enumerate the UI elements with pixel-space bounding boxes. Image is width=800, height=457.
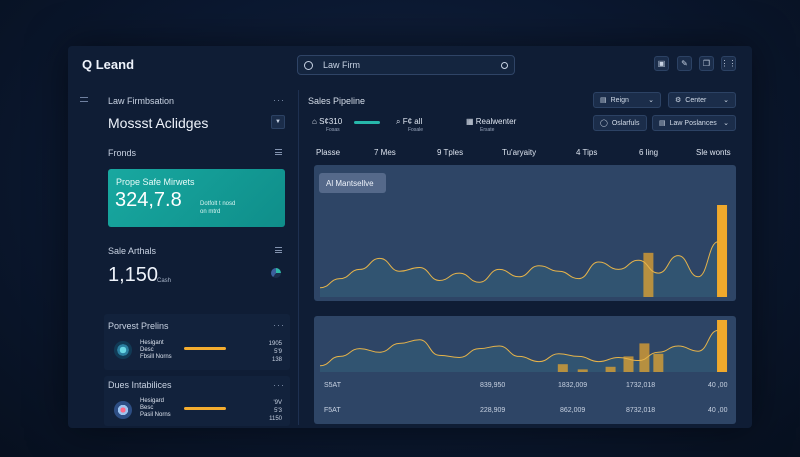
progress-bar <box>184 347 226 350</box>
liabilities-panel <box>104 376 290 426</box>
region-dropdown[interactable]: ▤ Reign ⌄ <box>593 92 661 108</box>
table-cell: 40 ,00 <box>708 382 728 389</box>
chart-bar <box>717 320 728 372</box>
fronds-label: Fronds <box>108 148 137 158</box>
menu-icon[interactable] <box>80 97 88 102</box>
avatar <box>114 341 132 359</box>
table-cell: 40 ,00 <box>708 407 728 414</box>
list-icon[interactable] <box>275 149 282 155</box>
chart-bar <box>643 252 654 297</box>
table-cell: 1832,009 <box>558 382 588 389</box>
column-header[interactable]: 7 Mes <box>374 148 396 157</box>
more-icon[interactable]: ··· <box>273 320 285 330</box>
filter-button[interactable]: ◯ Oslarfuls <box>593 115 647 131</box>
kpi-search[interactable]: ⌕ F¢ all <box>396 117 423 126</box>
chart-line <box>319 241 719 289</box>
gear-icon: ⚙ <box>675 97 682 104</box>
chart-bar <box>639 343 650 372</box>
chevron-down-icon: ⌄ <box>723 97 729 104</box>
panel-title: Porvest Prelins <box>108 321 169 331</box>
kpi-calendar[interactable]: ▦ Realwenter <box>466 117 517 126</box>
kpi-home[interactable]: ⌂ S¢310 <box>312 117 343 126</box>
panel-title: Dues Intabilices <box>108 380 172 390</box>
table-cell: S5AT <box>324 382 341 389</box>
more-icon[interactable]: ··· <box>273 380 285 390</box>
copy-icon[interactable]: ❐ <box>699 56 714 71</box>
kpi-card-value: 324,7.8 <box>115 189 182 211</box>
sale-unit: Cash <box>157 278 172 284</box>
chart-bar <box>557 364 568 372</box>
chart-bar <box>717 205 728 297</box>
column-header[interactable]: 4 Tips <box>576 148 598 157</box>
table-cell: 228,909 <box>480 407 506 414</box>
mic-icon[interactable] <box>501 61 508 69</box>
table-cell: 839,950 <box>480 382 506 389</box>
column-header[interactable]: Sle wonts <box>696 148 731 157</box>
list-item[interactable]: Hesigant Desc Fbsill Norns <box>140 340 172 360</box>
app-logo[interactable]: Q Leand <box>82 57 135 72</box>
column-header[interactable]: Tu'aryaity <box>502 148 537 157</box>
kpi-sub: Ersate <box>480 127 495 133</box>
table-cell: 1732,018 <box>626 382 656 389</box>
more-icon[interactable]: ··· <box>273 95 285 105</box>
settings-icon[interactable]: ⋮⋮ <box>721 56 737 71</box>
chart-badge[interactable]: Al Mantsellve <box>319 173 386 193</box>
sale-value: 1,150 <box>108 264 159 286</box>
column-header[interactable]: 9 Tples <box>437 148 464 157</box>
kpi-card[interactable]: Prope Safe Mirwets 324,7.8 Dotfolt t nos… <box>108 169 285 227</box>
row-values: '9V 5'3 1150 <box>269 400 282 422</box>
section-title: Sales Pipeline <box>308 96 366 106</box>
chart-bar <box>653 353 664 372</box>
sale-label: Sale Arthals <box>108 246 157 256</box>
pipeline-chart-top <box>319 205 728 297</box>
kpi-sub: Fosas <box>326 127 340 133</box>
chart-line <box>319 329 719 367</box>
save-icon[interactable]: ▣ <box>654 56 669 71</box>
pipeline-chart-bottom <box>319 320 728 372</box>
section-label: Law Firmbsation <box>108 96 175 106</box>
circle-icon: ◯ <box>600 120 608 127</box>
column-header[interactable]: Plasse <box>316 148 341 157</box>
kpi-progress <box>354 121 380 124</box>
search-icon <box>304 60 313 70</box>
chevron-down-icon: ⌄ <box>648 97 654 104</box>
kpi-sub: Fosale <box>408 127 424 133</box>
row-values: 1905 5'9 138 <box>268 341 282 363</box>
progress-bar <box>184 407 226 410</box>
page-title: Mossst Aclidges <box>108 115 209 131</box>
column-divider <box>298 90 299 425</box>
edit-icon[interactable]: ✎ <box>677 56 692 71</box>
list-icon[interactable] <box>275 247 282 253</box>
chart-bar <box>623 356 634 372</box>
search-bar[interactable]: Law Firm <box>297 55 515 75</box>
chart-area <box>320 241 719 297</box>
mini-pie-chart <box>271 268 281 278</box>
chart-area <box>320 330 719 372</box>
kpi-card-title: Prope Safe Mirwets <box>116 177 195 187</box>
chevron-down-icon: ⌄ <box>723 120 729 127</box>
chart-bar <box>577 369 588 372</box>
law-dropdown[interactable]: ▤ Law Poslances ⌄ <box>652 115 736 131</box>
column-header[interactable]: 6 ling <box>639 148 659 157</box>
filter-icon: ▤ <box>659 120 666 127</box>
list-item[interactable]: Hesigard Besc Pasil Norns <box>140 398 171 418</box>
kpi-card-note: Dotfolt t nosd on mtrd <box>200 201 236 215</box>
chevron-down-icon[interactable]: ▼ <box>271 115 285 129</box>
center-dropdown[interactable]: ⚙ Center ⌄ <box>668 92 736 108</box>
table-cell: 862,009 <box>560 407 586 414</box>
search-input[interactable]: Law Firm <box>323 60 361 70</box>
filter-icon: ▤ <box>600 97 607 104</box>
chart-bar <box>605 366 616 372</box>
pipeline-panel <box>104 314 290 370</box>
table-cell: 8732,018 <box>626 407 656 414</box>
table-cell: F5AT <box>324 407 341 414</box>
avatar <box>114 401 132 419</box>
